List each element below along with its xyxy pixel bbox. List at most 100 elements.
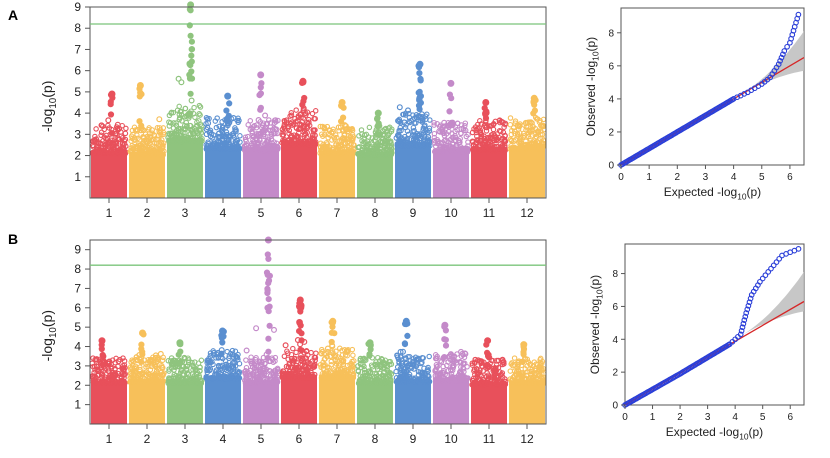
snp-point: [109, 143, 116, 150]
snp-point: [272, 358, 278, 364]
snp-point: [344, 139, 351, 146]
snp-point-high: [99, 351, 106, 359]
snp-point: [311, 115, 317, 122]
snp-point: [222, 142, 229, 148]
snp-point-high: [530, 110, 537, 117]
snp-point: [96, 139, 102, 145]
snp-point: [300, 123, 306, 129]
snp-point: [205, 120, 212, 127]
chromosome-7-body: [319, 150, 355, 198]
snp-point: [478, 131, 485, 138]
snp-point: [177, 369, 184, 375]
snp-point: [102, 143, 108, 149]
chromosome-12-body: [509, 145, 545, 198]
snp-point: [274, 379, 280, 386]
snp-point: [341, 365, 348, 372]
snp-point: [250, 369, 257, 376]
snp-point: [150, 151, 157, 157]
snp-point: [262, 360, 268, 367]
x-tick-label: 0: [618, 172, 624, 183]
snp-point: [218, 363, 224, 370]
snp-point: [366, 124, 373, 131]
snp-point: [326, 127, 333, 134]
snp-point: [235, 351, 241, 358]
snp-point: [279, 126, 286, 133]
snp-point: [498, 143, 505, 149]
snp-point: [335, 142, 341, 149]
snp-point: [349, 346, 356, 353]
snp-point-high: [98, 345, 105, 353]
snp-point: [347, 361, 353, 368]
snp-point: [149, 127, 156, 134]
y-axis-label: -log10(p): [39, 81, 59, 132]
snp-point-high: [298, 330, 305, 337]
snp-point: [140, 133, 146, 140]
snp-point: [447, 149, 453, 155]
snp-point: [234, 137, 240, 144]
snp-point-high: [482, 110, 489, 117]
snp-point: [98, 122, 105, 129]
x-tick-label: 8: [372, 432, 379, 446]
chromosome-2-body: [129, 151, 165, 198]
snp-point: [248, 379, 255, 386]
snp-point: [337, 150, 344, 156]
snp-point: [291, 141, 297, 147]
snp-point: [119, 377, 125, 384]
snp-point: [431, 130, 438, 137]
snp-point: [449, 148, 456, 155]
snp-point: [173, 120, 179, 126]
snp-point: [102, 145, 108, 151]
snp-point: [372, 129, 379, 136]
snp-point: [520, 142, 527, 148]
snp-point-high: [520, 349, 527, 356]
snp-point: [254, 131, 260, 137]
snp-point: [146, 358, 153, 364]
snp-point: [293, 107, 299, 113]
qq-plot-a: 0 1 2 3 4 5 6 0 2 4 6 8 Expected -log10(p) Observed -…: [584, 7, 805, 202]
snp-point: [122, 130, 129, 137]
snp-point: [414, 138, 420, 144]
snp-point: [499, 146, 506, 153]
snp-point: [516, 124, 522, 130]
snp-point: [473, 129, 480, 136]
snp-point: [483, 124, 490, 131]
y-tick-label: 2: [608, 127, 614, 138]
x-tick-label: 6: [787, 412, 793, 423]
x-tick-label: 8: [372, 206, 379, 220]
snp-point: [283, 363, 290, 370]
snp-point: [97, 148, 104, 154]
snp-point-max: [108, 90, 116, 98]
snp-point-high: [298, 347, 305, 354]
snp-point: [313, 350, 319, 357]
snp-point: [422, 113, 429, 119]
x-tick-label: 4: [220, 206, 227, 220]
snp-point: [255, 116, 262, 123]
snp-point: [298, 366, 304, 373]
y-tick-label: 9: [74, 243, 81, 257]
snp-point-high: [401, 340, 408, 347]
snp-point: [533, 134, 540, 140]
snp-point: [456, 137, 462, 144]
snp-point: [243, 142, 250, 148]
y-tick-label: 9: [74, 0, 81, 14]
snp-point: [510, 125, 517, 131]
snp-point-high: [138, 122, 145, 129]
snp-point: [325, 134, 331, 141]
snp-point: [342, 140, 348, 146]
manhattan-points: [89, 1, 547, 198]
snp-point: [293, 349, 299, 356]
snp-point: [262, 125, 269, 132]
snp-point: [268, 136, 275, 142]
snp-point: [290, 374, 297, 381]
x-tick-label: 6: [296, 432, 303, 446]
snp-point: [243, 357, 249, 363]
snp-point: [460, 148, 467, 155]
snp-point-high: [187, 90, 194, 97]
snp-point: [286, 130, 292, 137]
snp-point: [172, 359, 179, 366]
snp-point: [289, 119, 295, 125]
snp-point: [290, 345, 296, 352]
snp-point: [166, 366, 172, 372]
snp-point: [497, 128, 504, 135]
snp-point: [302, 111, 309, 118]
